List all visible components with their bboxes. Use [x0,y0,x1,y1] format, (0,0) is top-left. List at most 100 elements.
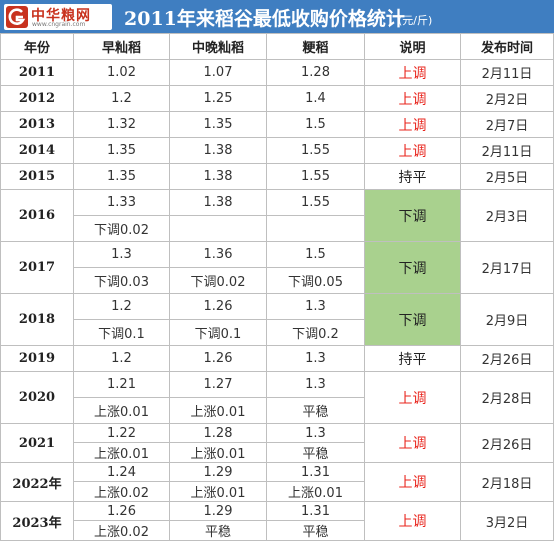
mid-price-cell: 1.27 [169,371,267,398]
early-change-cell: 下调0.1 [73,319,170,346]
year-cell: 2011 [0,59,74,86]
early-price-cell: 1.35 [73,137,170,164]
table-row: 2018 1.2 1.26 1.3 下调 2月9日 [0,293,554,346]
early-change-cell: 上涨0.01 [73,442,170,463]
year-cell: 2012 [0,85,74,112]
page-title: 2011年来稻谷最低收购价格统计 [124,8,405,30]
date-cell: 2月11日 [460,137,554,164]
table-row-change: 上涨0.01 上涨0.01 平稳 [1,442,554,463]
table-row: 2019 1.2 1.26 1.3 持平 2月26日 [0,345,554,372]
date-cell: 2月28日 [460,371,554,424]
note-cell: 上调 [364,85,461,112]
date-cell: 2月2日 [460,85,554,112]
early-price-cell: 1.2 [73,85,170,112]
early-price-cell: 1.35 [73,163,170,190]
note-cell: 持平 [364,345,461,372]
mid-change-cell [169,215,267,242]
year-cell: 2017 [0,241,74,294]
col-header-note: 说明 [364,33,461,60]
year-cell: 2016 [0,189,74,242]
logo-url: www.cngrain.com [32,21,86,28]
note-cell: 下调 [364,189,461,242]
mid-change-cell: 上涨0.01 [169,397,267,424]
early-price-cell: 1.02 [73,59,170,86]
mid-change-cell: 上涨0.01 [169,442,267,463]
col-header-year: 年份 [0,33,74,60]
mid-price-cell: 1.29 [169,462,267,482]
mid-price-cell: 1.38 [169,163,267,190]
col-header-mid-late-indica: 中晚籼稻 [169,33,267,60]
japonica-price-cell: 1.3 [266,293,365,320]
mid-price-cell: 1.26 [169,345,267,372]
early-price-cell: 1.22 [73,423,170,443]
year-cell: 2015 [0,163,74,190]
mid-price-cell: 1.38 [169,189,267,216]
mid-change-cell: 下调0.1 [169,319,267,346]
early-price-cell: 1.2 [73,345,170,372]
year-cell: 2018 [0,293,74,346]
japonica-price-cell: 1.31 [266,462,365,482]
col-header-date: 发布时间 [460,33,554,60]
table-row-change: 上涨0.02 上涨0.01 上涨0.01 [1,481,554,502]
table-header-row: 年份 早籼稻 中晚籼稻 粳稻 说明 发布时间 [0,33,554,60]
logo-text: 中华粮网 [31,8,91,24]
early-price-cell: 1.2 [73,293,170,320]
early-price-cell: 1.33 [73,189,170,216]
early-change-cell: 下调0.03 [73,267,170,294]
japonica-price-cell: 1.5 [266,111,365,138]
date-cell: 2月5日 [460,163,554,190]
early-price-cell: 1.3 [73,241,170,268]
price-table: 年份 早籼稻 中晚籼稻 粳稻 说明 发布时间 2011 1.02 1.07 1.… [0,33,554,541]
note-cell: 上调 [364,501,461,541]
date-cell: 2月18日 [460,462,554,502]
mid-change-cell: 平稳 [169,520,267,541]
table-row: 2015 1.35 1.38 1.55 持平 2月5日 [0,163,554,190]
table-row: 2013 1.32 1.35 1.5 上调 2月7日 [0,111,554,138]
japonica-price-cell: 1.55 [266,189,365,216]
year-cell: 2021 [0,423,74,463]
note-cell: 上调 [364,423,461,463]
early-price-cell: 1.24 [73,462,170,482]
japonica-price-cell: 1.55 [266,137,365,164]
date-cell: 2月17日 [460,241,554,294]
logo: 中华粮网 www.cngrain.com [4,4,112,30]
date-cell: 3月2日 [460,501,554,541]
early-change-cell: 上涨0.01 [73,397,170,424]
mid-price-cell: 1.25 [169,85,267,112]
japonica-change-cell [266,215,365,242]
date-cell: 2月3日 [460,189,554,242]
early-price-cell: 1.26 [73,501,170,521]
japonica-price-cell: 1.31 [266,501,365,521]
year-cell: 2020 [0,371,74,424]
mid-change-cell: 上涨0.01 [169,481,267,502]
note-cell: 下调 [364,241,461,294]
note-cell: 上调 [364,462,461,502]
note-cell: 持平 [364,163,461,190]
mid-price-cell: 1.26 [169,293,267,320]
table-row-change: 下调0.03 下调0.02 下调0.05 [1,267,554,294]
japonica-change-cell: 上涨0.01 [266,481,365,502]
early-change-cell: 上涨0.02 [73,481,170,502]
table-row: 2017 1.3 1.36 1.5 下调 2月17日 [0,241,554,294]
note-cell: 下调 [364,293,461,346]
note-cell: 上调 [364,371,461,424]
note-cell: 上调 [364,137,461,164]
col-header-japonica: 粳稻 [266,33,365,60]
table-row: 2012 1.2 1.25 1.4 上调 2月2日 [0,85,554,112]
table-row: 2020 1.21 1.27 1.3 上调 2月28日 [0,371,554,424]
japonica-price-cell: 1.28 [266,59,365,86]
table-row-change: 下调0.1 下调0.1 下调0.2 [1,319,554,346]
table-row: 2022年 1.24 1.29 1.31 上调 2月18日 [0,462,554,502]
japonica-price-cell: 1.4 [266,85,365,112]
early-change-cell: 下调0.02 [73,215,170,242]
japonica-price-cell: 1.3 [266,345,365,372]
col-header-early-indica: 早籼稻 [73,33,170,60]
early-price-cell: 1.32 [73,111,170,138]
mid-price-cell: 1.38 [169,137,267,164]
mid-change-cell: 下调0.02 [169,267,267,294]
note-cell: 上调 [364,59,461,86]
unit-label: (元/斤) [398,14,433,27]
date-cell: 2月26日 [460,423,554,463]
date-cell: 2月9日 [460,293,554,346]
table-row: 2014 1.35 1.38 1.55 上调 2月11日 [0,137,554,164]
